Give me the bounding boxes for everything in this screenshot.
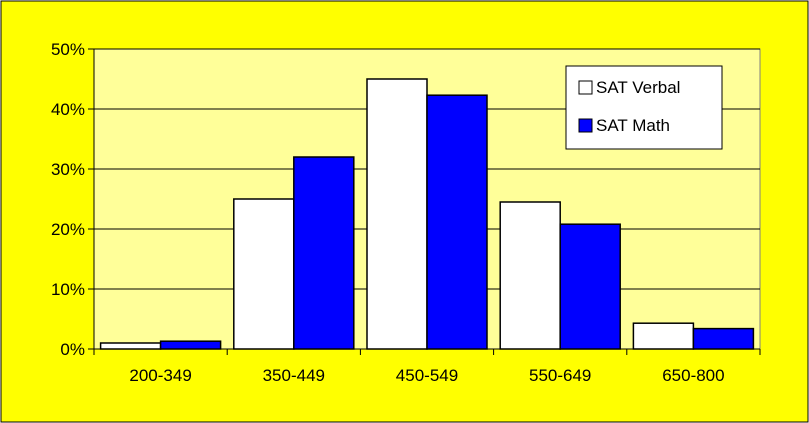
bar-sat-verbal-200-349 [99,342,162,350]
y-tick-label: 40% [51,100,85,119]
x-tick-label: 450-549 [396,366,458,385]
legend-label-sat-verbal: SAT Verbal [596,78,680,97]
y-tick-label: 0% [60,340,85,359]
y-tick-label: 20% [51,220,85,239]
bars [99,78,755,350]
y-tick-label: 10% [51,280,85,299]
bar-sat-verbal-550-649 [499,201,561,350]
legend: SAT Verbal SAT Math [565,65,723,150]
bar-sat-verbal-650-800 [632,322,695,350]
legend-swatch-sat-verbal [578,80,593,95]
x-tick-label: 650-800 [662,366,724,385]
x-tick-label: 350-449 [263,366,325,385]
bar-sat-math-200-349 [159,340,222,350]
x-tick-label: 200-349 [129,366,191,385]
legend-box [565,65,723,150]
legend-swatch-sat-math [578,118,593,133]
y-tick-label: 50% [51,40,85,59]
bar-sat-verbal-450-549 [366,78,428,350]
bar-sat-math-450-549 [426,94,488,350]
x-tick-label: 550-649 [529,366,591,385]
bar-sat-math-550-649 [559,223,621,350]
legend-label-sat-math: SAT Math [596,116,670,135]
axes: 0% 10% 20% 30% 40% 50% 200-349 350-449 450-549 55… [51,40,761,385]
bar-sat-math-650-800 [692,327,755,350]
bar-sat-verbal-350-449 [233,198,295,350]
bar-sat-math-350-449 [293,156,355,350]
y-tick-label: 30% [51,160,85,179]
